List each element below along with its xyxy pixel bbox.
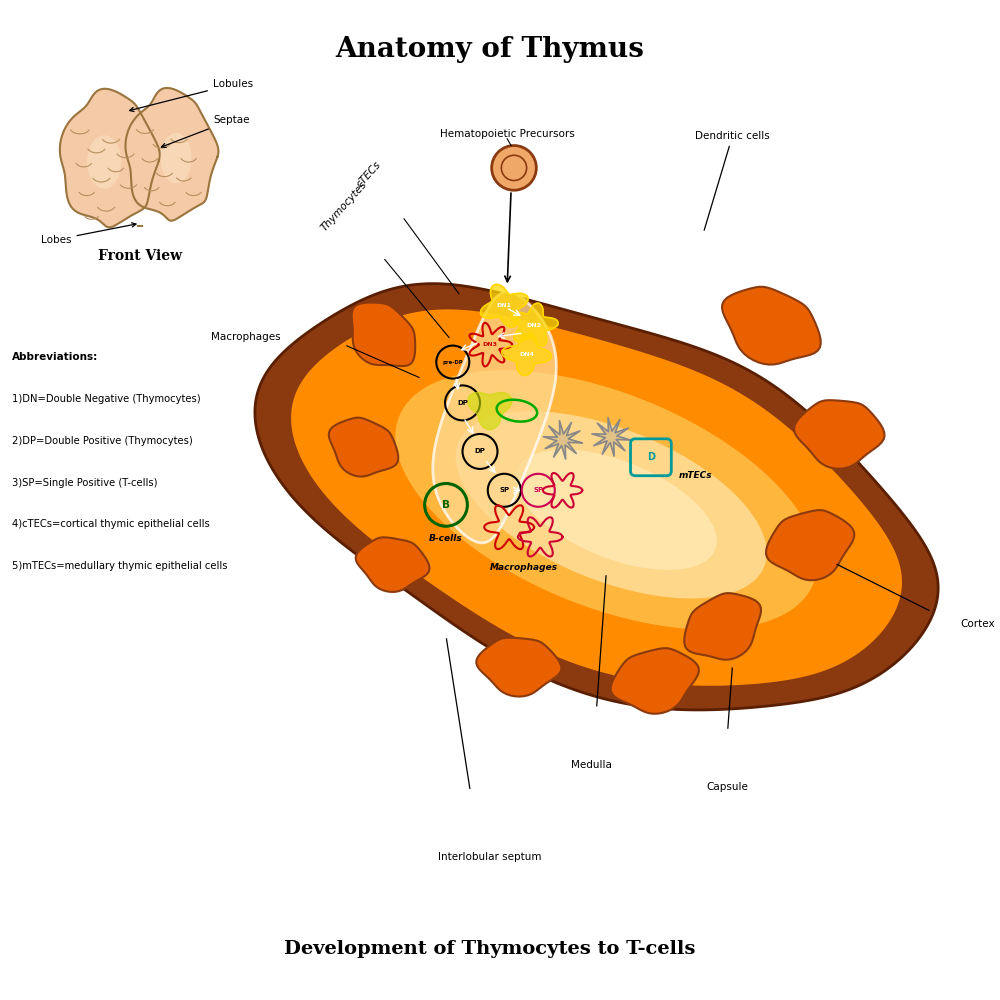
Text: DN2: DN2 — [526, 323, 541, 328]
Polygon shape — [467, 393, 512, 430]
Polygon shape — [543, 421, 582, 459]
Polygon shape — [766, 510, 854, 580]
Circle shape — [492, 146, 536, 190]
Polygon shape — [125, 88, 218, 221]
Ellipse shape — [87, 135, 121, 189]
Text: Development of Thymocytes to T-cells: Development of Thymocytes to T-cells — [284, 940, 695, 958]
Text: DP: DP — [457, 400, 468, 406]
Text: SP: SP — [499, 487, 509, 493]
Polygon shape — [455, 411, 767, 598]
Polygon shape — [684, 593, 761, 660]
Text: 3)SP=Single Positive (T-cells): 3)SP=Single Positive (T-cells) — [12, 478, 157, 488]
Text: mTECs: mTECs — [679, 471, 713, 480]
Ellipse shape — [161, 133, 192, 183]
Text: D: D — [647, 452, 655, 462]
Text: B-cells: B-cells — [429, 534, 463, 543]
Text: B: B — [442, 500, 450, 510]
Polygon shape — [476, 638, 561, 697]
Polygon shape — [433, 292, 556, 543]
Polygon shape — [481, 284, 528, 327]
Text: 2)DP=Double Positive (Thymocytes): 2)DP=Double Positive (Thymocytes) — [12, 436, 193, 446]
Polygon shape — [352, 303, 415, 366]
Polygon shape — [329, 418, 398, 477]
Text: Abbreviations:: Abbreviations: — [12, 352, 98, 362]
Text: Dendritic cells: Dendritic cells — [695, 131, 770, 230]
Polygon shape — [611, 648, 699, 714]
Text: Capsule: Capsule — [707, 782, 749, 792]
Text: 4)cTECs=cortical thymic epithelial cells: 4)cTECs=cortical thymic epithelial cells — [12, 519, 210, 529]
Text: 1)DN=Double Negative (Thymocytes): 1)DN=Double Negative (Thymocytes) — [12, 394, 201, 404]
Polygon shape — [511, 303, 558, 346]
Text: Macrophages: Macrophages — [490, 563, 558, 572]
Polygon shape — [502, 333, 551, 375]
Text: 5)mTECs=medullary thymic epithelial cells: 5)mTECs=medullary thymic epithelial cell… — [12, 561, 227, 571]
Text: Cortex: Cortex — [961, 619, 995, 629]
Polygon shape — [592, 418, 630, 456]
Polygon shape — [291, 309, 902, 686]
Text: DP: DP — [475, 448, 485, 454]
Polygon shape — [255, 284, 938, 710]
Text: Lobes: Lobes — [41, 223, 136, 245]
Text: Thymocytes: Thymocytes — [319, 179, 369, 233]
Text: Medulla: Medulla — [571, 760, 612, 770]
Text: Anatomy of Thymus: Anatomy of Thymus — [335, 36, 644, 63]
Polygon shape — [60, 89, 160, 227]
Text: SP: SP — [533, 487, 543, 493]
Polygon shape — [515, 449, 717, 570]
Text: Hematopoietic Precursors: Hematopoietic Precursors — [440, 129, 575, 139]
Polygon shape — [722, 287, 821, 365]
Polygon shape — [395, 370, 817, 630]
Text: DN3: DN3 — [482, 342, 497, 347]
Text: cTECs: cTECs — [354, 159, 382, 189]
Text: DN4: DN4 — [519, 352, 534, 357]
Polygon shape — [794, 400, 885, 469]
Text: Front View: Front View — [98, 249, 182, 263]
Polygon shape — [356, 537, 429, 592]
Text: Macrophages: Macrophages — [211, 332, 281, 342]
Text: DN1: DN1 — [497, 303, 512, 308]
Text: pre-DP: pre-DP — [442, 360, 463, 365]
Text: Lobules: Lobules — [130, 79, 253, 112]
Text: Interlobular septum: Interlobular septum — [438, 852, 541, 862]
Text: Septae: Septae — [161, 115, 249, 147]
